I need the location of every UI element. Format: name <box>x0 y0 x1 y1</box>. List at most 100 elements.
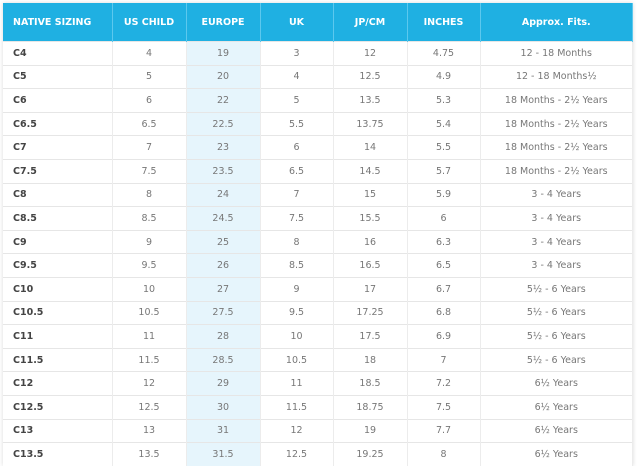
table-cell: 7 <box>407 347 481 372</box>
table-cell: 28.5 <box>186 347 261 372</box>
table-cell: 27 <box>186 276 261 302</box>
table-cell: 5.3 <box>407 88 481 113</box>
table-cell: 5.5 <box>260 111 334 136</box>
table-cell: 11 <box>260 371 334 396</box>
table-cell: C5 <box>3 64 113 89</box>
column-header: UK <box>260 3 334 42</box>
column-header: INCHES <box>407 3 481 42</box>
table-cell: 3 <box>260 41 334 66</box>
table-cell: 3 - 4 Years <box>480 229 633 254</box>
table-cell: 6½ Years <box>480 394 633 419</box>
table-cell: 14.5 <box>333 158 408 184</box>
table-cell: 9 <box>260 276 334 302</box>
table-cell: 12.5 <box>260 442 334 466</box>
table-cell: 10 <box>260 324 334 349</box>
table-cell: 9.5 <box>260 300 334 325</box>
table-row: C5 5 20 4 12.5 4.9 12 - 18 Months½ <box>3 64 633 89</box>
table-cell: 7.5 <box>407 394 481 419</box>
table-cell: 12 - 18 Months½ <box>480 64 633 89</box>
table-cell: C7.5 <box>3 158 113 184</box>
table-row: C7 7 23 6 14 5.5 18 Months - 2½ Years <box>3 135 633 160</box>
table-cell: 22.5 <box>186 111 261 136</box>
table-cell: 9 <box>112 229 187 254</box>
table-row: C11.5 11.5 28.5 10.5 18 7 5½ - 6 Years <box>3 347 633 372</box>
table-cell: 6.8 <box>407 300 481 325</box>
table-row: C13 13 31 12 19 7.7 6½ Years <box>3 418 633 443</box>
table-cell: 5½ - 6 Years <box>480 276 633 302</box>
column-header: JP/CM <box>333 3 408 42</box>
table-cell: 6.5 <box>112 111 187 136</box>
table-cell: 26 <box>186 253 261 278</box>
table-cell: 5½ - 6 Years <box>480 324 633 349</box>
table-cell: 4 <box>112 41 187 66</box>
table-cell: 29 <box>186 371 261 396</box>
table-row: C13.5 13.5 31.5 12.5 19.25 8 6½ Years <box>3 442 633 466</box>
table-cell: 7 <box>260 182 334 207</box>
table-cell: 17.25 <box>333 300 408 325</box>
table-cell: 30 <box>186 394 261 419</box>
table-cell: 15.5 <box>333 206 408 231</box>
table-cell: C13 <box>3 418 113 443</box>
table-cell: 13 <box>112 418 187 443</box>
table-cell: 17.5 <box>333 324 408 349</box>
table-row: C9.5 9.5 26 8.5 16.5 6.5 3 - 4 Years <box>3 253 633 278</box>
table-cell: 11 <box>112 324 187 349</box>
table-cell: 12 <box>112 371 187 396</box>
table-cell: C8 <box>3 182 113 207</box>
table-cell: 18 Months - 2½ Years <box>480 88 633 113</box>
table-cell: 6½ Years <box>480 442 633 466</box>
table-cell: 6 <box>407 206 481 231</box>
table-cell: 18 Months - 2½ Years <box>480 135 633 160</box>
table-cell: 6.3 <box>407 229 481 254</box>
table-cell: 6.7 <box>407 276 481 302</box>
table-cell: 3 - 4 Years <box>480 206 633 231</box>
table-cell: 16.5 <box>333 253 408 278</box>
table-cell: 24 <box>186 182 261 207</box>
table-cell: 8.5 <box>112 206 187 231</box>
table-cell: 18 <box>333 347 408 372</box>
table-cell: 7 <box>112 135 187 160</box>
table-cell: C10 <box>3 276 113 302</box>
table-cell: 7.5 <box>112 158 187 184</box>
table-cell: C12 <box>3 371 113 396</box>
table-cell: 31.5 <box>186 442 261 466</box>
table-row: C9 9 25 8 16 6.3 3 - 4 Years <box>3 229 633 254</box>
table-cell: 12 - 18 Months <box>480 41 633 66</box>
table-cell: 28 <box>186 324 261 349</box>
table-cell: 6½ Years <box>480 418 633 443</box>
table-row: C7.5 7.5 23.5 6.5 14.5 5.7 18 Months - 2½ Year… <box>3 158 633 184</box>
table-cell: 5.4 <box>407 111 481 136</box>
table-row: C11 11 28 10 17.5 6.9 5½ - 6 Years <box>3 324 633 349</box>
table-cell: 8 <box>260 229 334 254</box>
table-cell: 4 <box>260 64 334 89</box>
table-cell: 5.7 <box>407 158 481 184</box>
table-cell: 4.9 <box>407 64 481 89</box>
table-cell: C4 <box>3 41 113 66</box>
column-header: Approx. Fits. <box>480 3 633 42</box>
table-cell: C10.5 <box>3 300 113 325</box>
table-cell: 19 <box>186 41 261 66</box>
table-cell: 12.5 <box>333 64 408 89</box>
table-cell: 6 <box>112 88 187 113</box>
table-cell: 18.75 <box>333 394 408 419</box>
table-cell: 23.5 <box>186 158 261 184</box>
table-cell: 5.5 <box>407 135 481 160</box>
table-cell: 10.5 <box>112 300 187 325</box>
table-cell: 11.5 <box>112 347 187 372</box>
table-cell: 31 <box>186 418 261 443</box>
table-cell: 5.9 <box>407 182 481 207</box>
table-cell: 7.5 <box>260 206 334 231</box>
table-cell: 5½ - 6 Years <box>480 347 633 372</box>
table-cell: C9 <box>3 229 113 254</box>
table-row: C4 4 19 3 12 4.75 12 - 18 Months <box>3 41 633 66</box>
table-cell: 6.9 <box>407 324 481 349</box>
table-cell: 7.2 <box>407 371 481 396</box>
table-cell: 18 Months - 2½ Years <box>480 111 633 136</box>
table-cell: C6.5 <box>3 111 113 136</box>
table-cell: 19.25 <box>333 442 408 466</box>
table-cell: 5 <box>112 64 187 89</box>
table-cell: 18.5 <box>333 371 408 396</box>
table-cell: 23 <box>186 135 261 160</box>
table-cell: 19 <box>333 418 408 443</box>
table-cell: 6.5 <box>407 253 481 278</box>
